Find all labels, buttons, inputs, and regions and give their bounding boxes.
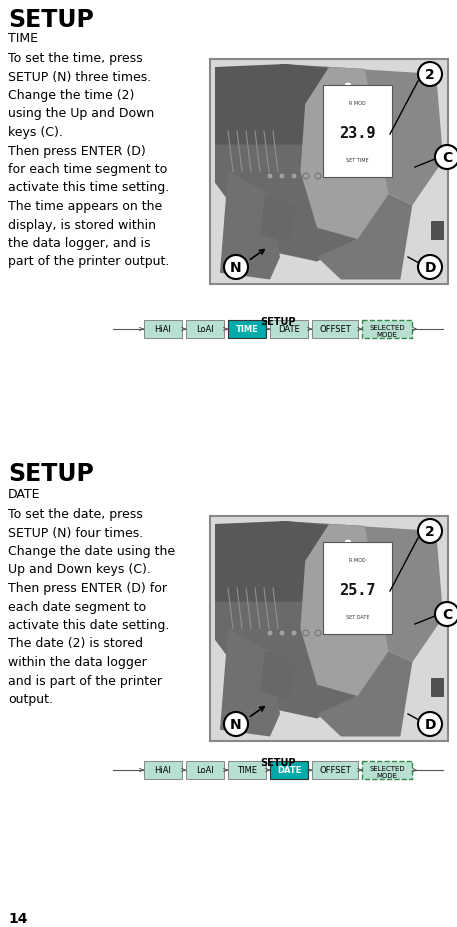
FancyBboxPatch shape: [323, 86, 392, 178]
FancyBboxPatch shape: [362, 321, 412, 338]
Text: TIME: TIME: [8, 32, 38, 44]
Circle shape: [435, 146, 457, 170]
Text: DATE: DATE: [278, 325, 300, 334]
Circle shape: [267, 630, 273, 636]
Text: D: D: [424, 260, 436, 274]
Polygon shape: [220, 172, 280, 280]
Text: SELECTED: SELECTED: [369, 324, 405, 331]
Text: 25.7: 25.7: [339, 583, 376, 598]
FancyBboxPatch shape: [323, 542, 392, 634]
Circle shape: [224, 712, 248, 736]
Text: LoAl: LoAl: [196, 325, 214, 334]
Polygon shape: [300, 525, 388, 696]
FancyBboxPatch shape: [270, 761, 308, 780]
Text: MODE: MODE: [377, 332, 398, 337]
Circle shape: [224, 256, 248, 280]
Text: SELECTED: SELECTED: [369, 765, 405, 771]
Text: R MOD: R MOD: [349, 101, 366, 106]
Text: HiAl: HiAl: [154, 766, 171, 775]
Circle shape: [291, 630, 297, 636]
FancyBboxPatch shape: [186, 761, 224, 780]
Text: To set the date, press
SETUP (N) four times.
Change the date using the
Up and Do: To set the date, press SETUP (N) four ti…: [8, 507, 175, 705]
Text: TIME: TIME: [237, 766, 257, 775]
Polygon shape: [215, 521, 334, 602]
Text: D: D: [424, 717, 436, 731]
Text: C: C: [442, 607, 452, 621]
FancyBboxPatch shape: [431, 222, 443, 240]
Circle shape: [279, 630, 285, 636]
Text: To set the time, press
SETUP (N) three times.
Change the time (2)
using the Up a: To set the time, press SETUP (N) three t…: [8, 52, 170, 268]
Polygon shape: [215, 65, 334, 146]
FancyBboxPatch shape: [362, 761, 412, 780]
Text: DATE: DATE: [277, 766, 301, 775]
Circle shape: [344, 83, 352, 91]
Text: C: C: [442, 151, 452, 165]
Polygon shape: [260, 195, 295, 244]
Text: SET DATE: SET DATE: [346, 615, 369, 619]
Text: N: N: [230, 717, 242, 731]
Polygon shape: [260, 652, 295, 701]
FancyBboxPatch shape: [312, 321, 358, 338]
Text: SET TIME: SET TIME: [346, 159, 369, 163]
Text: DATE: DATE: [8, 488, 41, 501]
FancyBboxPatch shape: [312, 761, 358, 780]
FancyBboxPatch shape: [431, 679, 443, 696]
Polygon shape: [220, 629, 280, 737]
Polygon shape: [317, 652, 412, 737]
Circle shape: [344, 540, 352, 548]
Circle shape: [315, 630, 321, 636]
Text: LoAl: LoAl: [196, 766, 214, 775]
FancyBboxPatch shape: [186, 321, 224, 338]
Text: HiAl: HiAl: [154, 325, 171, 334]
Polygon shape: [300, 68, 388, 240]
Text: 14: 14: [8, 911, 27, 925]
Circle shape: [315, 174, 321, 180]
Text: 23.9: 23.9: [339, 126, 376, 141]
Text: 2: 2: [425, 525, 435, 539]
Circle shape: [418, 712, 442, 736]
Circle shape: [418, 63, 442, 87]
FancyBboxPatch shape: [210, 60, 448, 285]
Text: R MOD: R MOD: [349, 557, 366, 562]
Text: OFFSET: OFFSET: [319, 325, 351, 334]
Circle shape: [303, 174, 309, 180]
FancyBboxPatch shape: [228, 761, 266, 780]
Text: SETUP: SETUP: [260, 757, 296, 768]
Polygon shape: [215, 521, 388, 718]
FancyBboxPatch shape: [144, 761, 182, 780]
Circle shape: [435, 603, 457, 627]
Circle shape: [267, 174, 273, 180]
FancyBboxPatch shape: [144, 321, 182, 338]
Circle shape: [418, 256, 442, 280]
Text: 2: 2: [425, 68, 435, 82]
Circle shape: [291, 174, 297, 180]
Circle shape: [418, 519, 442, 543]
Text: SETUP: SETUP: [8, 462, 94, 486]
FancyBboxPatch shape: [228, 321, 266, 338]
Polygon shape: [357, 527, 443, 663]
Text: SETUP: SETUP: [260, 317, 296, 326]
Circle shape: [279, 174, 285, 180]
FancyBboxPatch shape: [270, 321, 308, 338]
Text: OFFSET: OFFSET: [319, 766, 351, 775]
Text: N: N: [230, 260, 242, 274]
Circle shape: [303, 630, 309, 636]
FancyBboxPatch shape: [210, 516, 448, 742]
Polygon shape: [215, 65, 388, 262]
Text: SETUP: SETUP: [8, 8, 94, 32]
Text: TIME: TIME: [236, 325, 258, 334]
Polygon shape: [357, 70, 443, 206]
Polygon shape: [317, 195, 412, 280]
Text: MODE: MODE: [377, 772, 398, 778]
